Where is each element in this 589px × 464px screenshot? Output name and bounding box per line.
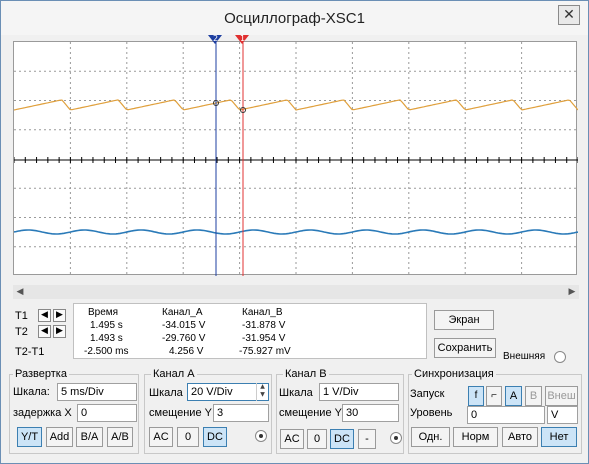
channel-b-offset-field[interactable]: 30 bbox=[342, 404, 399, 422]
channel-a-trace bbox=[14, 99, 578, 111]
readout-t2-channel-b: -31.954 V bbox=[242, 333, 286, 344]
cursor-1-handle[interactable] bbox=[235, 35, 249, 44]
channel-a-ac-button[interactable]: AC bbox=[149, 427, 173, 447]
cursor-1-marker bbox=[240, 107, 246, 113]
cursor-2-handle[interactable] bbox=[208, 35, 222, 44]
readout-header-channel-a: Канал_A bbox=[162, 307, 203, 318]
trigger-source-ext-button[interactable]: Внеш bbox=[545, 386, 578, 406]
timebase-title: Развертка bbox=[13, 368, 69, 380]
channel-b-ac-button[interactable]: AC bbox=[280, 429, 304, 449]
readout-delta-channel-a: 4.256 V bbox=[169, 346, 204, 357]
readout-delta-time: -2.500 ms bbox=[84, 346, 129, 357]
timebase-delay-label: задержка X bbox=[13, 407, 72, 419]
trigger-title: Синхронизация bbox=[412, 368, 496, 380]
channel-a-group bbox=[144, 374, 272, 454]
scope-display[interactable] bbox=[13, 41, 578, 276]
mode-add-button[interactable]: Add bbox=[46, 427, 73, 447]
t2-left-button[interactable]: ◀ bbox=[38, 325, 51, 338]
readout-t1-channel-a: -34.015 V bbox=[162, 320, 206, 331]
timebase-group bbox=[9, 374, 139, 454]
arrow-right-icon: ▶ bbox=[56, 326, 63, 336]
trigger-single-button[interactable]: Одн. bbox=[411, 427, 450, 447]
channel-b-title: Канал B bbox=[283, 368, 329, 380]
channel-b-group bbox=[276, 374, 404, 454]
channel-b-offset-label: смещение Y bbox=[279, 407, 342, 419]
channel-a-zero-button[interactable]: 0 bbox=[177, 427, 199, 447]
arrow-left-icon: ◀ bbox=[41, 326, 48, 336]
channel-a-scale-field[interactable]: 20 V/Div bbox=[187, 383, 269, 401]
readout-t1-channel-b: -31.878 V bbox=[242, 320, 286, 331]
scroll-right-icon[interactable]: ▶ bbox=[568, 287, 576, 297]
cursor-handles[interactable] bbox=[206, 35, 254, 47]
readout-t2-channel-a: -29.760 V bbox=[162, 333, 206, 344]
readout-header-channel-b: Канал_B bbox=[242, 307, 283, 318]
cursor-2-handle-label: 2 bbox=[213, 34, 219, 43]
channel-a-scale-spinner[interactable]: ▲ ▼ bbox=[256, 383, 268, 401]
measurement-readout: Время Канал_A Канал_B 1.495 s -34.015 V … bbox=[73, 303, 427, 359]
close-icon: ✕ bbox=[563, 7, 575, 23]
timebase-scale-label: Шкала: bbox=[13, 386, 50, 398]
readout-t1-time: 1.495 s bbox=[90, 320, 123, 331]
mode-ba-button[interactable]: B/A bbox=[76, 427, 103, 447]
horizontal-scrollbar[interactable]: ◀ ▶ bbox=[13, 285, 579, 299]
channel-a-title: Канал A bbox=[151, 368, 197, 380]
trigger-level-field[interactable]: 0 bbox=[467, 406, 545, 424]
arrow-left-icon: ◀ bbox=[41, 310, 48, 320]
arrow-right-icon: ▶ bbox=[56, 310, 63, 320]
readout-t2-time: 1.493 s bbox=[90, 333, 123, 344]
trigger-source-b-button[interactable]: B bbox=[525, 386, 542, 406]
channel-b-trace bbox=[14, 229, 578, 235]
screen-button[interactable]: Экран bbox=[434, 310, 494, 330]
rising-edge-button[interactable]: f bbox=[468, 386, 484, 406]
timebase-scale-field[interactable]: 5 ms/Div bbox=[57, 383, 137, 401]
cursor-t2-label: T2 bbox=[15, 326, 28, 338]
cursor-t1-label: T1 bbox=[15, 310, 28, 322]
t2-right-button[interactable]: ▶ bbox=[53, 325, 66, 338]
save-button[interactable]: Сохранить bbox=[434, 338, 496, 358]
channel-a-offset-label: смещение Y bbox=[149, 407, 212, 419]
channel-a-scale-label: Шкала bbox=[149, 387, 183, 399]
trigger-none-button[interactable]: Нет bbox=[541, 427, 577, 447]
title-bar: Осциллограф-XSC1 ✕ bbox=[1, 1, 588, 35]
cursor-1-handle-label: 1 bbox=[240, 34, 246, 43]
window-title: Осциллограф-XSC1 bbox=[224, 10, 365, 27]
readout-delta-channel-b: -75.927 mV bbox=[239, 346, 291, 357]
cursor-t2t1-label: T2-T1 bbox=[15, 346, 45, 358]
channel-b-scale-label: Шкала bbox=[279, 387, 313, 399]
channel-a-dc-button[interactable]: DC bbox=[203, 427, 227, 447]
readout-header-time: Время bbox=[88, 307, 119, 318]
cursor-2-marker bbox=[213, 100, 219, 106]
trigger-level-label: Уровень bbox=[410, 407, 453, 419]
scroll-left-icon[interactable]: ◀ bbox=[16, 287, 24, 297]
trigger-normal-button[interactable]: Норм bbox=[453, 427, 498, 447]
scope-grid bbox=[14, 42, 578, 276]
channel-a-offset-field[interactable]: 3 bbox=[213, 404, 269, 422]
falling-edge-icon: ⌐ bbox=[491, 390, 497, 401]
trigger-source-a-button[interactable]: A bbox=[505, 386, 522, 406]
falling-edge-button[interactable]: ⌐ bbox=[486, 386, 502, 406]
channel-b-invert-button[interactable]: - bbox=[358, 429, 376, 449]
channel-a-radio[interactable] bbox=[255, 430, 267, 442]
close-button[interactable]: ✕ bbox=[558, 5, 580, 25]
timebase-delay-field[interactable]: 0 bbox=[77, 404, 137, 422]
channel-b-scale-field[interactable]: 1 V/Div bbox=[319, 383, 399, 401]
trigger-edge-label: Запуск bbox=[410, 388, 445, 400]
rising-edge-icon: f bbox=[474, 390, 478, 401]
mode-ab-button[interactable]: A/B bbox=[107, 427, 133, 447]
external-radio[interactable] bbox=[554, 351, 566, 363]
trigger-level-unit[interactable]: V bbox=[547, 406, 578, 424]
channel-b-radio[interactable] bbox=[390, 432, 402, 444]
mode-yt-button[interactable]: Y/T bbox=[17, 427, 42, 447]
external-label: Внешняя bbox=[503, 351, 546, 362]
t1-left-button[interactable]: ◀ bbox=[38, 309, 51, 322]
channel-b-dc-button[interactable]: DC bbox=[330, 429, 354, 449]
trigger-auto-button[interactable]: Авто bbox=[502, 427, 538, 447]
t1-right-button[interactable]: ▶ bbox=[53, 309, 66, 322]
channel-b-zero-button[interactable]: 0 bbox=[307, 429, 327, 449]
